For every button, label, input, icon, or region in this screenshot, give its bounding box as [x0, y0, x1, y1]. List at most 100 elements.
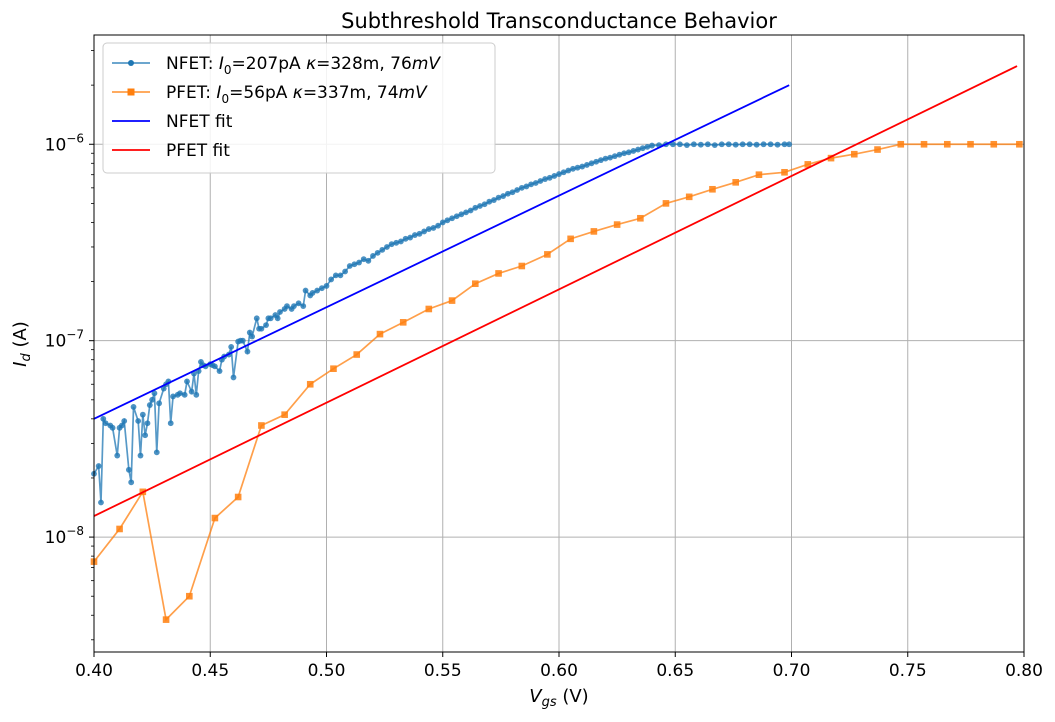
legend-marker	[127, 88, 135, 96]
data-point	[509, 189, 516, 196]
data-point	[625, 149, 632, 156]
series-line	[93, 143, 1020, 622]
data-point	[416, 230, 423, 237]
data-point	[718, 141, 725, 148]
data-point	[330, 365, 337, 373]
data-point	[635, 146, 641, 153]
x-tick-label: 0.40	[75, 661, 113, 681]
data-point	[211, 514, 219, 522]
data-point	[388, 241, 395, 248]
data-point	[477, 203, 483, 209]
data-point	[374, 249, 381, 256]
series-1	[91, 141, 793, 506]
data-point	[725, 141, 732, 148]
data-point	[602, 155, 609, 162]
data-point	[804, 161, 812, 168]
data-point	[351, 261, 358, 268]
data-point	[360, 256, 367, 263]
data-point	[130, 404, 137, 410]
data-point	[156, 400, 163, 407]
data-point	[100, 415, 107, 422]
data-point	[781, 141, 788, 148]
data-point	[399, 319, 407, 326]
data-point	[495, 270, 502, 277]
data-point	[670, 141, 676, 148]
data-point	[425, 226, 432, 232]
data-point	[630, 148, 637, 154]
data-point	[556, 171, 562, 177]
y-axis-title: Id (A)	[10, 321, 34, 367]
data-point	[244, 348, 251, 355]
data-point	[102, 420, 109, 427]
data-point	[234, 493, 242, 501]
data-point	[611, 153, 618, 160]
data-point	[95, 463, 102, 469]
data-point	[760, 141, 767, 148]
data-point	[683, 142, 690, 149]
x-tick-label: 0.70	[773, 661, 811, 681]
x-axis-title: Vgs (V)	[529, 686, 588, 710]
data-point	[711, 142, 718, 149]
data-point	[125, 466, 132, 473]
legend-label: NFET: I0=207pA κ=328m, 76mV	[166, 54, 441, 77]
data-point	[472, 204, 479, 211]
data-point	[430, 225, 437, 231]
data-point	[753, 141, 760, 148]
data-point	[472, 280, 479, 288]
data-point	[597, 157, 604, 164]
data-point	[551, 173, 558, 179]
data-point	[567, 235, 574, 243]
data-point	[193, 391, 200, 398]
legend-label: PFET fit	[166, 141, 230, 161]
x-tick-label: 0.75	[889, 661, 927, 681]
legend-box	[102, 42, 496, 174]
data-point	[160, 385, 167, 392]
data-point	[709, 185, 716, 193]
data-point	[411, 232, 418, 238]
x-tick-label: 0.65	[656, 661, 694, 681]
data-point	[253, 315, 260, 322]
data-point	[560, 169, 567, 176]
data-point	[732, 179, 739, 186]
data-point	[458, 211, 465, 218]
data-point	[353, 351, 361, 358]
data-point	[376, 330, 384, 338]
data-point	[302, 287, 309, 294]
data-point	[565, 167, 572, 174]
data-point	[662, 200, 670, 207]
data-point	[495, 194, 502, 201]
data-point	[228, 343, 235, 350]
data-point	[444, 217, 451, 224]
data-point	[574, 164, 581, 171]
legend-marker	[128, 60, 134, 66]
data-point	[528, 181, 534, 188]
data-point	[379, 246, 386, 253]
data-point	[677, 141, 683, 148]
data-point	[546, 174, 553, 181]
data-point	[258, 325, 265, 332]
data-point	[300, 303, 307, 309]
data-point	[481, 201, 488, 208]
data-point	[109, 424, 116, 431]
data-point	[621, 150, 627, 157]
data-point	[323, 283, 330, 289]
data-point	[579, 163, 586, 170]
data-point	[544, 251, 551, 258]
data-point	[291, 303, 297, 309]
data-point	[188, 388, 195, 395]
data-point	[704, 141, 711, 148]
data-point	[523, 183, 530, 190]
data-point	[486, 198, 493, 205]
data-point	[142, 432, 149, 439]
data-point	[146, 402, 153, 408]
data-point	[449, 215, 455, 222]
data-point	[690, 141, 697, 148]
data-point	[328, 276, 335, 283]
data-point	[463, 209, 469, 216]
data-point	[139, 411, 146, 418]
series-2	[90, 140, 1023, 623]
data-point	[167, 420, 174, 427]
y-tick-label: 10−8	[45, 524, 84, 548]
data-point	[467, 207, 474, 214]
data-point	[342, 268, 348, 275]
